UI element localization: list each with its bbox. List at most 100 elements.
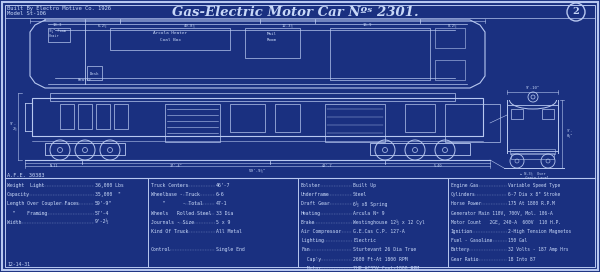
Bar [511,153,554,159]
Bar [87,66,102,80]
Text: 49-8½: 49-8½ [184,23,196,27]
Bar [275,104,300,132]
Text: Gear Ratio: Gear Ratio [451,256,479,262]
Text: Wheels   Rolled Steel: Wheels Rolled Steel [151,211,211,216]
Bar [114,104,128,129]
Text: 6-2½: 6-2½ [98,23,107,27]
Text: Fuel - Gasoline: Fuel - Gasoline [451,238,492,243]
Text: Electric: Electric [353,238,376,243]
Bar [60,104,74,129]
Text: Draft Gear: Draft Gear [301,201,330,206]
Bar [370,143,470,155]
Text: 9'-2½: 9'-2½ [95,220,109,225]
Bar [435,60,465,80]
Bar [230,104,265,132]
Text: Kind Of Truck: Kind Of Truck [151,229,188,234]
Text: Chair: Chair [49,34,59,38]
Text: 59'-9½": 59'-9½" [249,168,266,172]
Text: 57'-4: 57'-4 [95,211,109,216]
Text: Built By Electro Motive Co. 1926: Built By Electro Motive Co. 1926 [7,6,111,11]
Text: 35,000  ": 35,000 " [95,192,121,197]
Bar [96,104,110,129]
Text: 9'-
6½": 9'- 6½" [567,129,574,137]
Text: Gas-Electric Motor Car Nºˢ 2301.: Gas-Electric Motor Car Nºˢ 2301. [172,5,418,18]
Text: ← N-3½  Over
    Grain Level: ← N-3½ Over Grain Level [517,171,549,180]
Text: Motor: Motor [301,266,321,271]
Text: Heater: Heater [78,78,92,82]
Text: Arcola Heater: Arcola Heater [153,31,187,35]
Text: All Metal: All Metal [216,229,242,234]
Bar [78,104,92,129]
Bar [435,28,465,48]
Text: 5 x 9: 5 x 9 [216,220,230,225]
Text: Underframe: Underframe [301,192,330,197]
Bar [165,104,220,142]
Text: Brake: Brake [301,220,316,225]
Text: 18 Into 87: 18 Into 87 [508,256,536,262]
Text: Model St-106: Model St-106 [7,11,46,16]
Text: 175 At 1800 R.P.M: 175 At 1800 R.P.M [508,201,555,206]
Text: 2: 2 [572,8,580,17]
Text: Engine Gas: Engine Gas [451,183,479,188]
Text: Length Over Coupler Faces: Length Over Coupler Faces [7,201,79,206]
Text: 13-3: 13-3 [53,23,62,27]
Text: 12-14-31: 12-14-31 [7,262,30,267]
Text: Battery: Battery [451,248,470,252]
Text: 36,000 Lbs: 36,000 Lbs [95,183,124,188]
Text: Wheelbase - Truck: Wheelbase - Truck [151,192,200,197]
Text: Lighting: Lighting [301,238,324,243]
Text: N-11: N-11 [49,164,58,168]
Text: G.E.Cas C.P. 127-A: G.E.Cas C.P. 127-A [353,229,405,234]
Text: Steel: Steel [353,192,367,197]
Bar [510,149,555,154]
Text: 9¼" Foam: 9¼" Foam [49,29,66,33]
Text: 9'-10": 9'-10" [526,86,540,90]
Bar [325,104,385,142]
Text: Sturtevant 26 Dia True: Sturtevant 26 Dia True [353,248,416,252]
Text: Cylinders: Cylinders [451,192,476,197]
Text: Fan: Fan [301,248,310,252]
Text: Coal Box: Coal Box [160,38,181,42]
Text: 46'-7: 46'-7 [216,183,230,188]
Text: 8-2½: 8-2½ [448,23,457,27]
Text: 12-3½: 12-3½ [281,23,293,27]
Text: 2600 Ft-At 1800 RPM: 2600 Ft-At 1800 RPM [353,256,407,262]
Bar [445,104,500,142]
Bar [511,109,523,119]
Text: Control: Control [151,248,171,252]
Bar [45,143,125,155]
Text: Motor Count   2GE, 240-A  600V  110 H.P.: Motor Count 2GE, 240-A 600V 110 H.P. [451,220,561,225]
Text: Arcula Nº 9: Arcula Nº 9 [353,211,385,216]
Text: 6½ x8 Spring: 6½ x8 Spring [353,201,388,207]
Text: "      - Total: " - Total [151,201,203,206]
Text: 33 Dia: 33 Dia [216,211,233,216]
Text: Westinghouse 12½ x 12 Cyl: Westinghouse 12½ x 12 Cyl [353,220,425,225]
Bar [110,28,230,50]
Text: 9'-
2½: 9'- 2½ [10,122,17,131]
Text: 6-7 Dia x 8" Stroke: 6-7 Dia x 8" Stroke [508,192,560,197]
Text: Mail: Mail [267,32,277,36]
Text: Generator Main 110V, 700V, Mol. 106-A: Generator Main 110V, 700V, Mol. 106-A [451,211,553,216]
Text: Built Up: Built Up [353,183,376,188]
Text: Width: Width [7,220,22,225]
Text: Desk: Desk [89,72,99,76]
Text: Journals - Size: Journals - Size [151,220,194,225]
Bar [405,104,435,132]
Text: 150 Gal: 150 Gal [508,238,527,243]
Text: Room: Room [267,38,277,42]
Text: "    Framing: " Framing [7,211,47,216]
Text: Variable Speed Type: Variable Speed Type [508,183,560,188]
Text: Heating: Heating [301,211,321,216]
Text: Cap'y: Cap'y [301,256,321,262]
Text: Bolster: Bolster [301,183,321,188]
Bar [245,28,300,58]
Text: Weight  Light: Weight Light [7,183,44,188]
Text: Single End: Single End [216,248,245,252]
Text: 6-6: 6-6 [216,192,224,197]
Bar [32,98,483,136]
Bar [50,93,455,101]
Text: Truck Centers: Truck Centers [151,183,188,188]
Bar [507,105,558,151]
Text: 40'-7: 40'-7 [322,164,333,168]
Text: 2-High Tension Magnetos: 2-High Tension Magnetos [508,229,571,234]
